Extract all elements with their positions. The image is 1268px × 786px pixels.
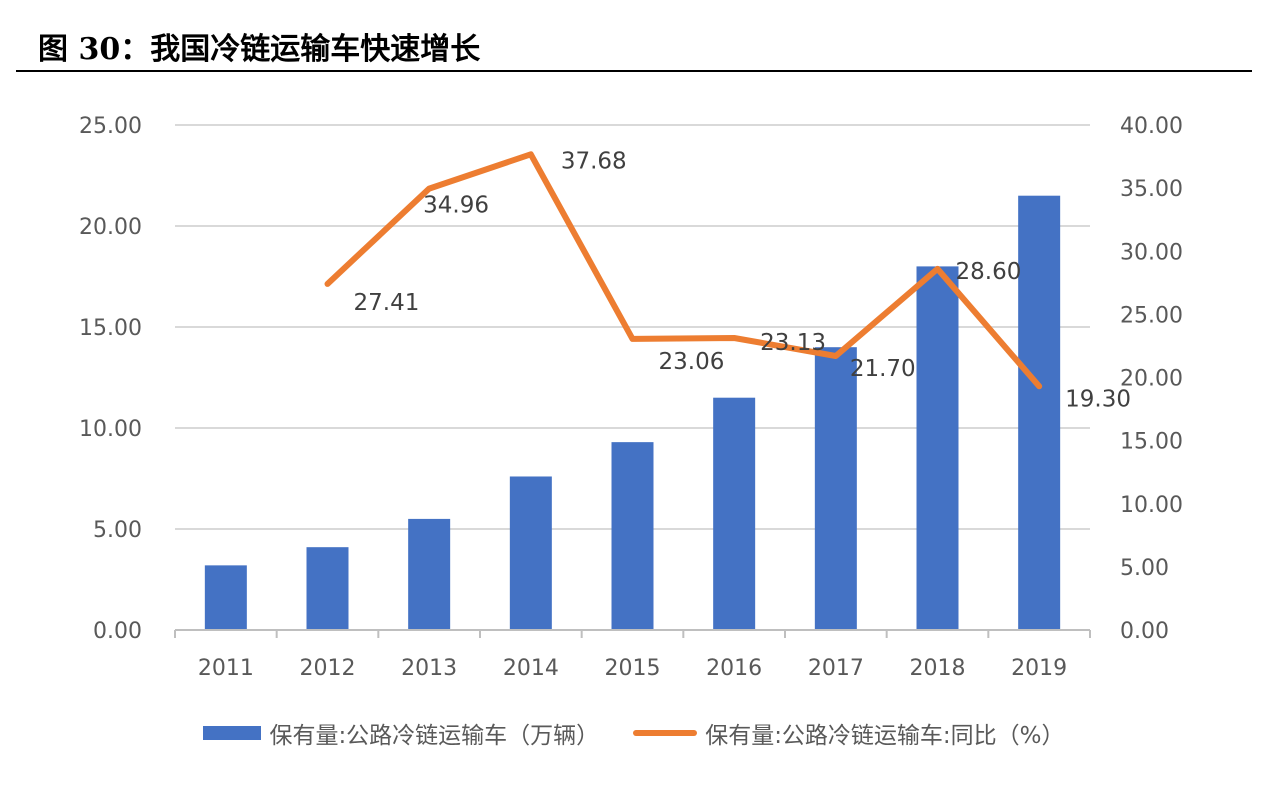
- y-right-tick-label: 15.00: [1120, 430, 1183, 455]
- bar: [916, 266, 959, 630]
- bar: [1018, 195, 1061, 630]
- bar: [509, 476, 552, 630]
- bar: [713, 397, 756, 630]
- legend-line-swatch: [633, 730, 698, 736]
- y-right-tick-label: 5.00: [1120, 556, 1169, 581]
- legend-item-bar: 保有量:公路冷链运输车（万辆）: [203, 716, 599, 750]
- legend-bar-swatch: [203, 726, 262, 740]
- data-label: 37.68: [561, 148, 627, 174]
- y-left-tick-label: 25.00: [79, 114, 142, 139]
- y-left-tick-label: 5.00: [93, 518, 142, 543]
- y-right-tick-label: 0.00: [1120, 619, 1169, 644]
- x-tick-label: 2017: [808, 656, 864, 681]
- data-label: 19.30: [1065, 386, 1131, 412]
- data-labels: 27.41 34.96 37.68 23.06 23.13 21.70 28.60 19.30: [354, 148, 1132, 412]
- y-left-tick-label: 10.00: [79, 417, 142, 442]
- y-right-tick-label: 40.00: [1120, 114, 1183, 139]
- bar: [204, 565, 247, 630]
- line-path: [324, 151, 1043, 390]
- data-label: 27.41: [354, 290, 420, 316]
- x-tick-label: 2018: [910, 656, 966, 681]
- x-tick-label: 2014: [503, 656, 559, 681]
- y-right-tick-label: 25.00: [1120, 303, 1183, 328]
- y-left-tick-label: 15.00: [79, 316, 142, 341]
- data-label: 23.06: [659, 349, 725, 375]
- y-right-tick-label: 20.00: [1120, 367, 1183, 392]
- bar: [814, 347, 857, 630]
- y-left-tick-label: 0.00: [93, 619, 142, 644]
- data-label: 34.96: [423, 193, 489, 219]
- x-tick-label: 2011: [198, 656, 254, 681]
- y-right-tick-label: 30.00: [1120, 240, 1183, 265]
- bar-series: [204, 195, 1061, 630]
- x-tick-label: 2012: [300, 656, 356, 681]
- bar: [306, 547, 349, 630]
- bar: [611, 442, 654, 630]
- data-label: 23.13: [760, 330, 826, 356]
- line-series: [324, 151, 1043, 390]
- data-label: 21.70: [850, 356, 916, 382]
- x-tick-label: 2015: [605, 656, 661, 681]
- x-tick-label: 2013: [401, 656, 457, 681]
- axes: 0.00 5.00 10.00 15.00 20.00 25.00 0.00 5.00 10.0…: [79, 114, 1183, 681]
- legend-item-line: 保有量:公路冷链运输车:同比（%）: [633, 716, 1065, 750]
- y-right-tick-label: 35.00: [1120, 177, 1183, 202]
- x-tick-label: 2019: [1011, 656, 1067, 681]
- bar: [408, 518, 451, 630]
- legend-label-line: 保有量:公路冷链运输车:同比（%）: [705, 723, 1065, 749]
- data-label: 28.60: [956, 259, 1022, 285]
- x-tick-label: 2016: [706, 656, 762, 681]
- legend: 保有量:公路冷链运输车（万辆） 保有量:公路冷链运输车:同比（%）: [0, 716, 1268, 750]
- figure-title: 图 30：我国冷链运输车快速增长: [38, 32, 481, 67]
- legend-label-bar: 保有量:公路冷链运输车（万辆）: [269, 723, 600, 749]
- y-left-tick-label: 20.00: [79, 215, 142, 240]
- y-right-tick-label: 10.00: [1120, 493, 1183, 518]
- title-divider: [16, 70, 1252, 72]
